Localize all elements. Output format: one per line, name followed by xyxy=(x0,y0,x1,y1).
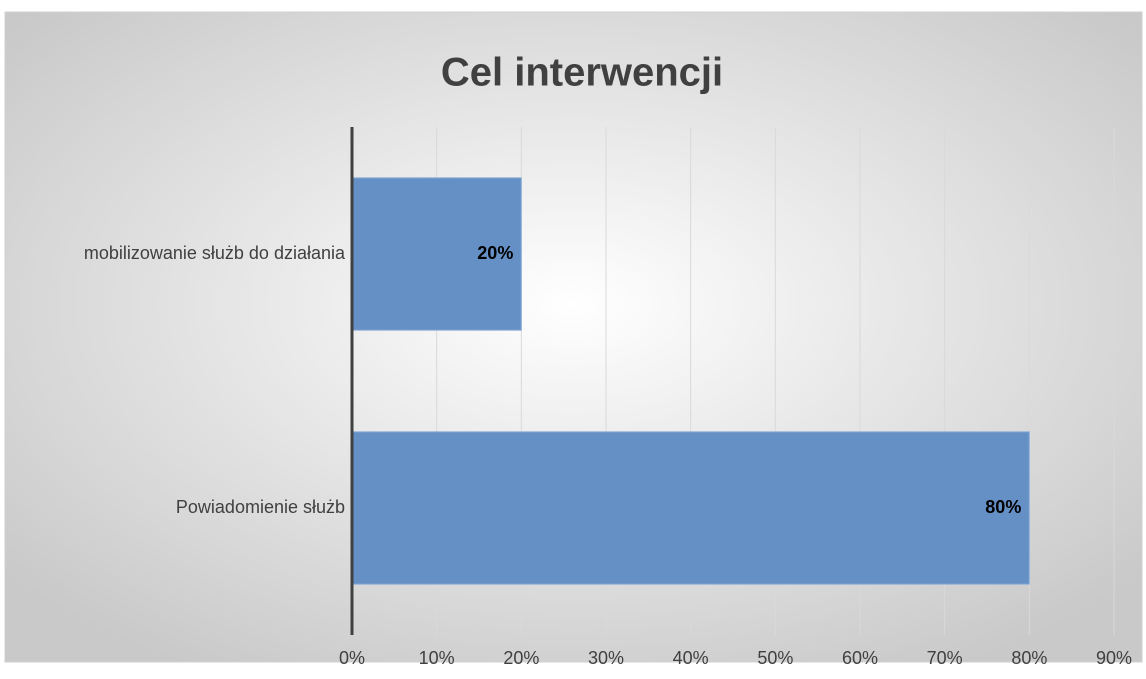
bar xyxy=(351,431,1030,585)
chart-title: Cel interwencji xyxy=(441,51,723,95)
y-tick-label: Powiadomienie służb xyxy=(176,497,345,517)
x-tick-label: 10% xyxy=(419,648,455,668)
x-tick-label: 40% xyxy=(673,648,709,668)
x-tick-label: 90% xyxy=(1096,648,1132,668)
x-tick-label: 0% xyxy=(339,648,365,668)
x-tick-label: 60% xyxy=(842,648,878,668)
x-tick-label: 80% xyxy=(1011,648,1047,668)
x-tick-label: 70% xyxy=(927,648,963,668)
x-tick-label: 50% xyxy=(757,648,793,668)
x-tick-label: 20% xyxy=(503,648,539,668)
x-tick-label: 30% xyxy=(588,648,624,668)
y-tick-label: mobilizowanie służb do działania xyxy=(84,243,346,263)
data-label: 80% xyxy=(985,497,1021,517)
data-label: 20% xyxy=(477,243,513,263)
